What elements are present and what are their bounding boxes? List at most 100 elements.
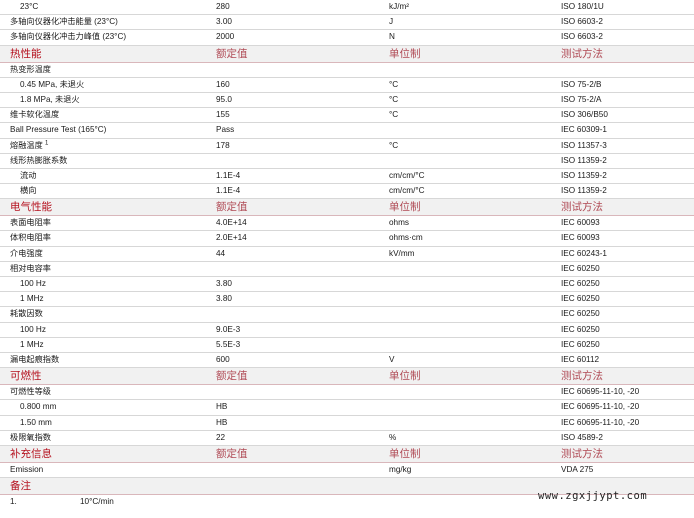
property-value: HB [216,417,228,427]
property-value: 1.1E-4 [216,186,241,196]
table-row: 0.800 mm HB IEC 60695-11-10, -20 [0,400,694,416]
property-unit: °C [389,79,399,89]
property-name: 0.800 mm [20,402,57,412]
property-name: Ball Pressure Test (165°C) [10,125,107,135]
property-value: 95.0 [216,94,232,104]
property-value: 2.0E+14 [216,233,247,243]
section-header-flammability: 可燃性 额定值 单位制 测试方法 [0,368,694,386]
watermark: www.zgxjjypt.com [538,490,648,502]
column-header-value: 额定值 [216,447,248,460]
column-header-method: 测试方法 [561,370,603,383]
column-header-value: 额定值 [216,201,248,214]
table-row: 熔融温度 1 178 °C ISO 11357-3 [0,139,694,154]
property-method: ISO 11357-3 [561,140,607,150]
property-method: ISO 4589-2 [561,432,603,442]
property-method: IEC 60250 [561,294,600,304]
property-method: IEC 60309-1 [561,125,607,135]
section-header-electrical: 电气性能 额定值 单位制 测试方法 [0,199,694,217]
property-name: 极限氧指数 [10,432,51,442]
property-method: IEC 60250 [561,309,600,319]
column-header-unit: 单位制 [389,447,421,460]
section-title: 电气性能 [10,201,52,214]
property-method: ISO 306/B50 [561,110,608,120]
table-row: 1.8 MPa, 未退火 95.0 °C ISO 75-2/A [0,93,694,109]
table-row: 线形热膨胀系数 ISO 11359-2 [0,154,694,169]
column-header-unit: 单位制 [389,201,421,214]
table-row: 多轴向仪器化冲击能量 (23°C) 3.00 J ISO 6603-2 [0,15,694,31]
table-row: 多轴向仪器化冲击力峰值 (23°C) 2000 N ISO 6603-2 [0,30,694,46]
property-value: Pass [216,125,235,135]
property-name: 表面电阻率 [10,218,51,228]
property-value: 44 [216,248,226,258]
property-value: 4.0E+14 [216,218,247,228]
property-name: 100 Hz [20,324,46,334]
property-name: 介电强度 [10,248,43,258]
property-unit: kV/mm [389,248,415,258]
property-unit: ohms·cm [389,233,423,243]
table-row: 1 MHz 3.80 IEC 60250 [0,292,694,308]
table-row: 0.45 MPa, 未退火 160 °C ISO 75-2/B [0,78,694,93]
property-method: ISO 11359-2 [561,170,607,180]
property-unit: mg/kg [389,464,412,474]
table-row: 表面电阻率 4.0E+14 ohms IEC 60093 [0,216,694,232]
table-row: 介电强度 44 kV/mm IEC 60243-1 [0,247,694,262]
column-header-method: 测试方法 [561,47,603,60]
property-name: 横向 [20,186,37,196]
section-title: 补充信息 [10,447,52,460]
section-title: 备注 [10,480,31,493]
property-method: IEC 60695-11-10, -20 [561,417,640,427]
property-method: IEC 60250 [561,263,600,273]
property-method: IEC 60093 [561,233,600,243]
property-unit: °C [389,94,399,104]
property-method: IEC 60695-11-10, -20 [561,387,640,397]
property-method: ISO 75-2/B [561,79,602,89]
property-method: IEC 60243-1 [561,248,607,258]
property-name: 1.50 mm [20,417,52,427]
column-header-value: 额定值 [216,47,248,60]
section-header-supplementary: 补充信息 额定值 单位制 测试方法 [0,445,694,463]
table-row: 相对电容率 IEC 60250 [0,262,694,277]
property-method: ISO 11359-2 [561,155,607,165]
table-row: 漏电起痕指数 600 V IEC 60112 [0,353,694,369]
table-row: 100 Hz 3.80 IEC 60250 [0,277,694,293]
property-method: IEC 60250 [561,279,600,288]
property-name: 0.45 MPa, 未退火 [20,79,85,89]
column-header-method: 测试方法 [561,201,603,214]
table-row: 流动 1.1E-4 cm/cm/°C ISO 11359-2 [0,169,694,185]
table-row: 极限氧指数 22 % ISO 4589-2 [0,431,694,446]
property-value: 600 [216,354,230,364]
property-method: ISO 180/1U [561,2,604,11]
property-method: ISO 6603-2 [561,17,603,27]
property-name: Emission [10,464,44,474]
property-method: ISO 11359-2 [561,186,607,196]
table-row: 维卡软化温度 155 °C ISO 306/B50 [0,108,694,124]
column-header-method: 测试方法 [561,447,603,460]
property-method: ISO 6603-2 [561,32,603,42]
property-method: ISO 75-2/A [561,94,602,104]
property-name: 熔融温度 [10,140,43,150]
property-value: 178 [216,140,230,150]
property-name: 23°C [20,2,39,11]
property-unit: kJ/m² [389,2,410,11]
property-method: VDA 275 [561,464,594,474]
property-value: 155 [216,110,230,120]
table-row: 23°C 280 kJ/m² ISO 180/1U [0,0,694,16]
property-unit: V [389,354,395,364]
property-value: 3.80 [216,279,232,288]
column-header-value: 额定值 [216,370,248,383]
property-unit: ohms [389,218,410,228]
property-value: 2000 [216,32,235,42]
section-title: 热性能 [10,47,42,60]
property-name: 热变形温度 [10,64,51,74]
property-method: IEC 60112 [561,354,600,364]
property-unit: cm/cm/°C [389,170,425,180]
table-row: 1 MHz 5.5E-3 IEC 60250 [0,338,694,353]
table-row: 耗散因数 IEC 60250 [0,307,694,323]
property-unit: N [389,32,395,42]
table-row: 可燃性等级 IEC 60695-11-10, -20 [0,385,694,401]
property-method: IEC 60250 [561,339,600,349]
property-name: 线形热膨胀系数 [10,155,68,165]
property-name-with-footnote: 熔融温度 1 [10,139,48,153]
section-title: 可燃性 [10,370,42,383]
